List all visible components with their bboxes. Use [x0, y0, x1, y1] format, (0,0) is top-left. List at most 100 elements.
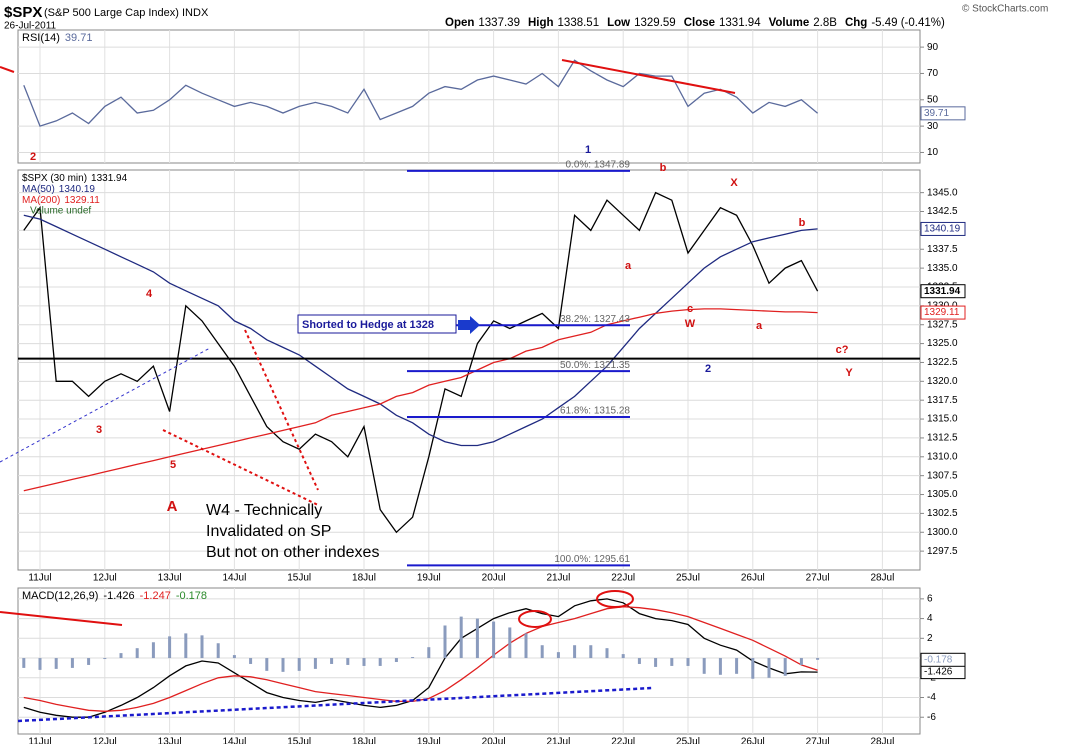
last-value: 1331.94 — [924, 286, 961, 297]
legend: RSI(14) 39.71 — [22, 32, 92, 44]
legend-entry: MA(200) 1329.11 — [22, 195, 100, 206]
series-line — [23, 598, 818, 718]
histogram-bar — [119, 653, 123, 659]
x-tick-label: 20Jul — [482, 737, 506, 744]
note: W4 - Technically — [206, 502, 322, 519]
histogram-bar — [216, 643, 220, 659]
histogram-bar — [670, 658, 674, 666]
last-value: 1340.19 — [924, 224, 961, 235]
callout-arrow — [458, 316, 480, 334]
histogram-bar — [556, 652, 560, 659]
wave-label: c? — [836, 344, 849, 356]
x-tick-label: 26Jul — [741, 573, 765, 584]
source: © StockCharts.com — [962, 4, 1048, 15]
field-value: 2.8B — [813, 17, 837, 29]
y-tick-label: 1317.5 — [927, 395, 958, 406]
histogram-bar — [70, 658, 74, 668]
histogram-bar — [184, 633, 188, 659]
y-tick-label: 10 — [927, 147, 939, 158]
wave-label: 2 — [705, 363, 711, 375]
last-value-box — [920, 305, 966, 320]
legend-name: MA(200) — [22, 195, 60, 206]
legend-title: RSI(14) — [22, 32, 60, 44]
field-value: 1338.51 — [558, 17, 600, 29]
last-value: 1329.11 — [924, 307, 960, 318]
y-tick-label: 1337.5 — [927, 244, 958, 255]
y-tick-label: 1297.5 — [927, 546, 958, 557]
x-tick-label: 18Jul — [352, 573, 376, 584]
histogram-bar — [297, 658, 301, 671]
trendline — [0, 347, 211, 463]
x-tick-label: 14Jul — [222, 737, 246, 744]
x-tick-label: 14Jul — [222, 573, 246, 584]
callout: Shorted to Hedge at 1328 — [302, 319, 434, 331]
y-tick-label: 1322.5 — [927, 357, 958, 368]
field-label: Open — [445, 17, 474, 29]
histogram-bar — [702, 658, 706, 674]
y-tick-label: 6 — [927, 593, 933, 604]
histogram-bar — [362, 658, 366, 666]
field-label: Volume — [769, 17, 810, 29]
y-tick-label: 1305.0 — [927, 489, 958, 500]
x-tick-label: 12Jul — [93, 573, 117, 584]
wave-label: b — [660, 162, 667, 174]
histogram-bar — [475, 618, 479, 659]
histogram-bar — [411, 657, 415, 659]
histogram-bar — [573, 645, 577, 659]
legend: MACD(12,26,9) -1.426 -1.247 -0.178 — [22, 590, 207, 602]
y-tick-label: 1310.0 — [927, 451, 958, 462]
legend-value: -1.247 — [140, 590, 171, 602]
wave-label: A — [167, 498, 178, 515]
legend-name: MA(50) — [22, 184, 55, 195]
histogram-bar — [87, 658, 91, 665]
histogram-bar — [22, 658, 26, 668]
x-tick-label: 28Jul — [870, 737, 894, 744]
histogram-bar — [637, 658, 641, 664]
x-tick-label: 18Jul — [352, 737, 376, 744]
y-tick-label: 1342.5 — [927, 206, 958, 217]
histogram-bar — [459, 616, 463, 659]
highlight — [596, 590, 634, 608]
x-tick-label: 21Jul — [546, 737, 570, 744]
note: But not on other indexes — [206, 544, 379, 561]
y-tick-label: 1345.0 — [927, 187, 958, 198]
last-value-box — [920, 284, 966, 299]
x-tick-label: 19Jul — [417, 573, 441, 584]
x-tick-label: 25Jul — [676, 573, 700, 584]
wave-label: 2 — [30, 151, 36, 163]
y-tick-label: 1300.0 — [927, 527, 958, 538]
histogram-bar — [103, 658, 107, 660]
histogram-bar — [508, 627, 512, 659]
histogram-bar — [540, 645, 544, 659]
histogram-bar — [281, 658, 285, 672]
y-tick-label: 2 — [927, 633, 933, 644]
trendline — [561, 59, 736, 94]
wave-label: 4 — [146, 288, 153, 300]
histogram-bar — [605, 648, 609, 659]
wave-label: c — [687, 303, 693, 315]
legend-value: 1340.19 — [59, 184, 96, 195]
histogram-bar — [249, 658, 253, 664]
wave-label: 1 — [585, 144, 591, 156]
histogram-bar — [735, 658, 739, 674]
x-tick-label: 13Jul — [158, 737, 182, 744]
histogram-bar — [38, 658, 42, 670]
histogram-bar — [151, 642, 155, 659]
fib-label: 0.0%: 1347.89 — [566, 159, 631, 170]
date: 26-Jul-2011 — [4, 21, 57, 32]
highlight — [518, 610, 552, 628]
symbol-name: (S&P 500 Large Cap Index) INDX — [44, 7, 209, 19]
histogram-bar — [816, 658, 820, 660]
histogram-bar — [54, 658, 58, 669]
x-tick-label: 27Jul — [806, 573, 830, 584]
field-value: 1329.59 — [634, 17, 676, 29]
x-tick-label: 27Jul — [806, 737, 830, 744]
x-tick-label: 25Jul — [676, 737, 700, 744]
y-tick-label: 1312.5 — [927, 433, 958, 444]
trendline — [17, 686, 653, 723]
legend-value: -1.426 — [103, 590, 134, 602]
fib-label: 50.0%: 1321.35 — [560, 360, 630, 371]
wave-label: W — [685, 318, 696, 330]
series-line — [23, 214, 818, 447]
y-tick-label: -6 — [927, 712, 936, 723]
